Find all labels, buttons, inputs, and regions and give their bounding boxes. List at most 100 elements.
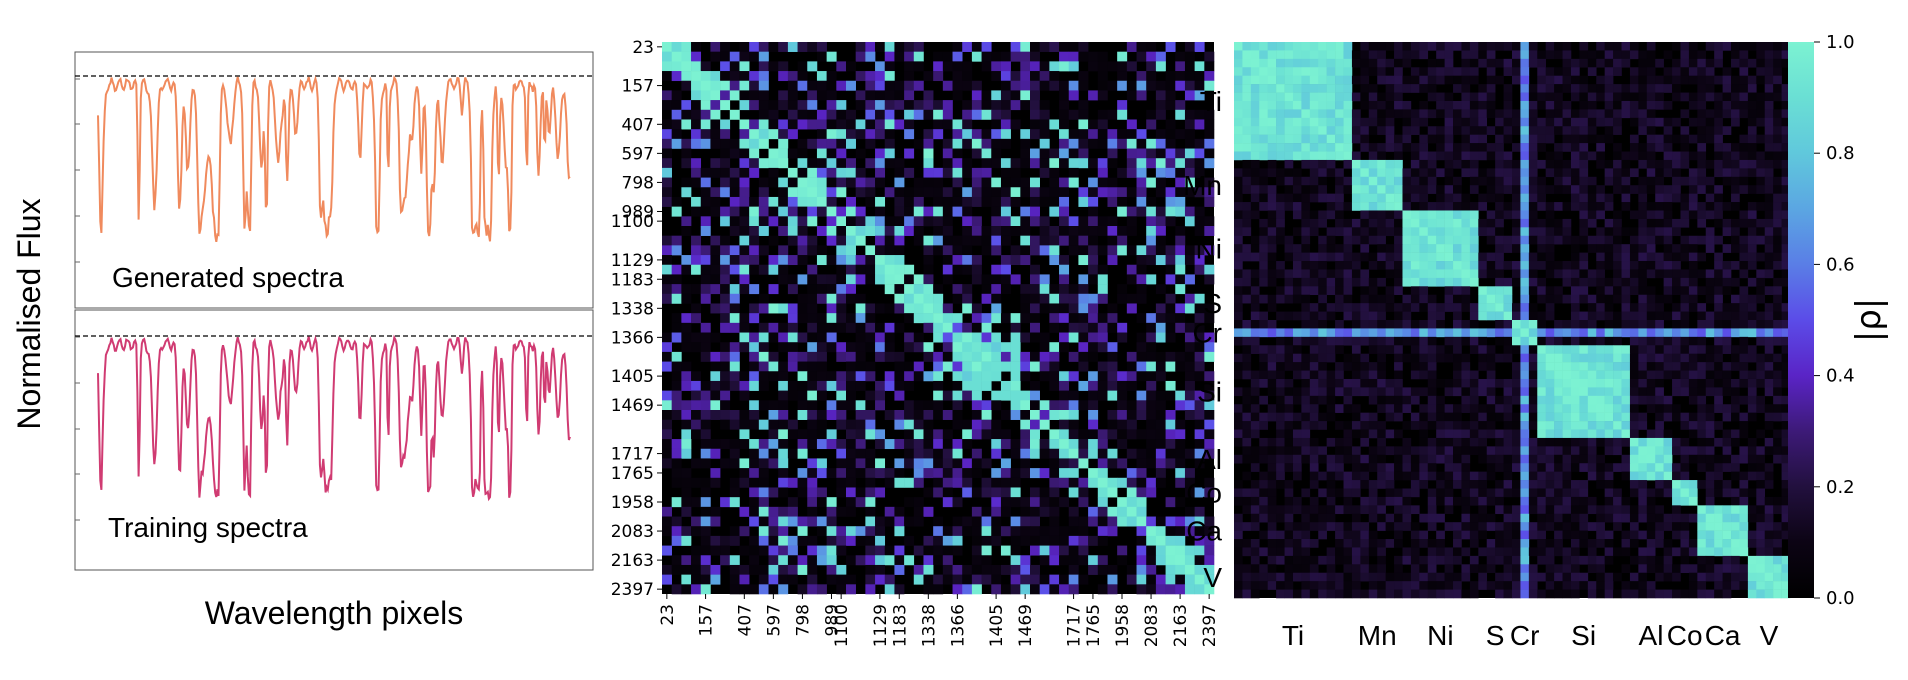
heatmap-cell (1259, 277, 1268, 287)
heatmap-cell (1613, 362, 1622, 371)
heatmap-cell (1292, 176, 1302, 186)
heatmap-cell (1629, 362, 1639, 371)
heatmap-cell (933, 293, 944, 304)
heatmap-cell (1049, 71, 1060, 82)
heatmap-cell (1655, 100, 1664, 110)
heatmap-cell (1781, 235, 1791, 245)
heatmap-cell (894, 274, 905, 285)
heatmap-cell (1010, 177, 1021, 188)
heatmap-cell (1030, 109, 1040, 120)
heatmap-cell (1714, 92, 1723, 102)
heatmap-cell (1039, 526, 1050, 537)
heatmap-cell (1714, 218, 1723, 228)
heatmap-cell (749, 584, 760, 595)
heatmap-cell (855, 264, 866, 275)
heatmap-cell (1000, 206, 1011, 217)
heatmap-cell (1705, 75, 1715, 85)
heatmap-cell (1259, 345, 1268, 354)
heatmap-cell (1194, 71, 1205, 82)
heatmap-cell (720, 351, 731, 362)
heatmap-cell (1165, 516, 1176, 527)
heatmap-cell (1427, 294, 1437, 304)
heatmap-cell (1436, 345, 1445, 354)
heatmap-cell (758, 545, 769, 556)
heatmap-cell (1587, 185, 1597, 194)
heatmap-cell (1343, 227, 1353, 237)
heatmap-cell (971, 138, 982, 149)
heatmap-cell (1604, 303, 1614, 312)
heatmap-cell (1688, 100, 1698, 110)
heatmap-cell (1697, 370, 1707, 380)
heatmap-cell (1030, 390, 1040, 401)
heatmap-cell (1554, 345, 1563, 354)
heatmap-cell (1335, 168, 1344, 178)
heatmap-cell (1604, 235, 1614, 245)
heatmap-cell (1010, 255, 1021, 266)
heatmap-cell (865, 303, 876, 314)
heatmap-cell (923, 303, 934, 314)
heatmap-cell (1731, 261, 1740, 270)
heatmap-cell (710, 545, 721, 556)
heatmap-cell (942, 535, 953, 546)
heatmap-cell (1655, 84, 1664, 93)
heatmap-cell (768, 574, 779, 585)
heatmap-cell (1646, 92, 1656, 102)
heatmap-cell (1537, 353, 1546, 363)
heatmap-cell (1184, 448, 1195, 459)
heatmap-cell (1410, 294, 1420, 304)
heatmap-cell (1117, 380, 1128, 391)
heatmap-cell (1039, 410, 1050, 420)
heatmap-cell (1059, 400, 1070, 411)
heatmap-cell (1773, 84, 1782, 93)
heatmap-cell (1360, 218, 1370, 228)
heatmap-cell (942, 487, 953, 498)
heatmap-cell (1528, 185, 1538, 194)
heatmap-cell (1570, 294, 1580, 304)
heatmap-cell (1259, 109, 1268, 119)
heatmap-cell (1764, 210, 1774, 220)
heatmap-cell (1410, 193, 1420, 203)
heatmap-cell (1117, 545, 1128, 556)
heatmap-cell (1680, 378, 1690, 388)
heatmap-cell (1165, 167, 1176, 178)
heatmap-cell (1194, 158, 1205, 169)
heatmap-cell (1419, 404, 1429, 413)
heatmap-cell (865, 100, 876, 111)
heatmap-cell (1773, 218, 1782, 228)
heatmap-cell (1204, 138, 1215, 149)
heatmap-cell (1427, 303, 1437, 312)
heatmap-cell (942, 361, 953, 372)
heatmap-cell (1756, 353, 1766, 363)
heatmap-cell (1078, 439, 1089, 450)
heatmap-cell (962, 235, 973, 246)
heatmap-cell (1010, 119, 1021, 130)
heatmap-cell (1343, 42, 1353, 51)
heatmap-cell (991, 274, 1002, 285)
heatmap-cell (846, 390, 856, 401)
heatmap-cell (1469, 210, 1479, 220)
heatmap-cell (1579, 218, 1589, 228)
heatmap-cell (1714, 151, 1723, 161)
heatmap-cell (1453, 311, 1462, 321)
heatmap-cell (1146, 206, 1157, 217)
heatmap-cell (1402, 202, 1412, 211)
heatmap-cell (758, 535, 769, 546)
heatmap-cell (991, 61, 1002, 72)
heatmap-cell (1117, 226, 1128, 236)
heatmap-cell (700, 274, 711, 285)
y-tick-label: 597 (622, 144, 654, 164)
heatmap-cell (1030, 196, 1040, 207)
heatmap-cell (1545, 50, 1555, 60)
heatmap-cell (1078, 458, 1089, 469)
heatmap-cell (1318, 176, 1327, 186)
heatmap-cell (671, 293, 682, 304)
heatmap-cell (1242, 202, 1252, 211)
heatmap-cell (894, 322, 905, 333)
heatmap-cell (913, 477, 924, 488)
heatmap-cell (1444, 42, 1454, 51)
heatmap-cell (1267, 185, 1277, 194)
heatmap-cell (797, 196, 808, 207)
heatmap-cell (729, 448, 740, 459)
heatmap-cell (1204, 584, 1215, 595)
heatmap-cell (1688, 261, 1698, 270)
